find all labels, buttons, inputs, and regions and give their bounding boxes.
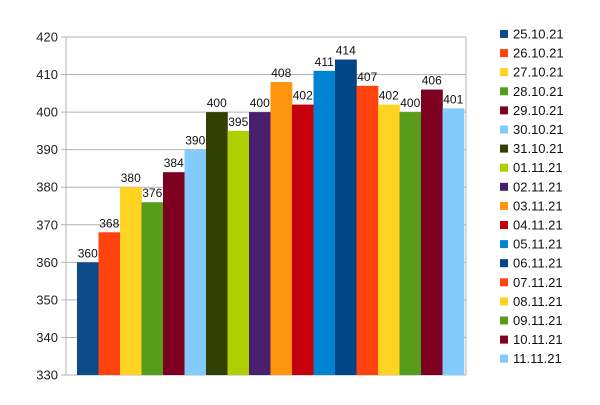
legend-label: 02.11.21 <box>513 179 563 194</box>
bars <box>77 59 465 376</box>
y-tick-label: 390 <box>36 142 58 157</box>
legend-swatch <box>500 125 508 134</box>
y-tick-label: 400 <box>36 105 58 120</box>
legend-swatch <box>500 68 508 77</box>
legend-swatch <box>500 259 508 268</box>
data-label: 376 <box>142 186 162 200</box>
legend-label: 11.11.21 <box>513 351 562 366</box>
legend-swatch <box>500 144 508 153</box>
data-label: 395 <box>228 115 248 129</box>
legend-label: 28.10.21 <box>513 84 564 99</box>
legend-label: 08.11.21 <box>513 294 563 309</box>
legend-label: 06.11.21 <box>513 256 563 271</box>
data-label: 408 <box>271 66 291 80</box>
legend-swatch <box>500 201 508 210</box>
legend-label: 30.10.21 <box>513 122 564 137</box>
legend-swatch <box>500 278 508 287</box>
y-tick-label: 330 <box>36 368 58 383</box>
data-label: 400 <box>207 96 227 110</box>
y-tick-label: 370 <box>36 217 58 232</box>
legend-label: 10.11.21 <box>513 332 563 347</box>
data-labels: 3603683803763843904003954004084024114144… <box>78 44 464 261</box>
legend-swatch <box>500 335 508 344</box>
bar <box>356 85 379 376</box>
y-tick-label: 410 <box>36 67 58 82</box>
data-label: 414 <box>336 44 356 58</box>
bar <box>399 112 422 375</box>
bar <box>141 202 164 375</box>
bar <box>227 130 250 375</box>
legend-swatch <box>500 163 508 172</box>
legend-label: 01.11.21 <box>513 160 563 175</box>
data-label: 402 <box>293 89 313 103</box>
y-tick-label: 350 <box>36 292 58 307</box>
legend-swatch <box>500 297 508 306</box>
legend-swatch <box>500 354 508 363</box>
bar <box>98 232 121 375</box>
data-label: 380 <box>121 171 141 185</box>
bar <box>163 172 185 375</box>
data-label: 401 <box>443 92 463 106</box>
data-label: 400 <box>250 96 270 110</box>
bar <box>335 59 357 376</box>
legend-label: 27.10.21 <box>513 65 564 80</box>
y-tick-label: 360 <box>36 255 58 270</box>
bar <box>184 149 207 375</box>
legend-label: 03.11.21 <box>513 198 563 213</box>
legend-swatch <box>500 49 508 58</box>
legend-label: 05.11.21 <box>513 237 563 252</box>
legend-swatch <box>500 106 508 115</box>
legend-label: 04.11.21 <box>513 218 563 233</box>
legend-swatch <box>500 182 508 191</box>
legend-label: 09.11.21 <box>513 313 563 328</box>
data-label: 390 <box>185 134 205 148</box>
legend-label: 26.10.21 <box>513 46 564 61</box>
legend-label: 25.10.21 <box>513 27 564 42</box>
bar <box>206 112 228 375</box>
legend-swatch <box>500 240 508 249</box>
legend-swatch <box>500 30 508 38</box>
bar <box>378 104 400 375</box>
legend-label: 07.11.21 <box>513 275 563 290</box>
data-label: 407 <box>357 70 377 84</box>
bar <box>442 108 465 375</box>
bar <box>421 89 443 376</box>
bar <box>270 82 293 376</box>
legend: 25.10.21 26.10.21 27.10.21 28.10.21 29.10.21… <box>500 27 564 366</box>
data-label: 368 <box>99 216 119 230</box>
data-label: 411 <box>315 55 334 69</box>
bar <box>77 262 99 375</box>
y-tick-label: 420 <box>36 30 58 45</box>
legend-swatch <box>500 221 508 229</box>
data-label: 400 <box>400 96 420 110</box>
data-label: 360 <box>78 246 98 260</box>
bar <box>120 187 142 375</box>
legend-swatch <box>500 87 508 96</box>
data-label: 384 <box>164 156 184 170</box>
bar <box>292 104 314 375</box>
bar <box>249 112 271 375</box>
y-tick-label: 380 <box>36 180 58 195</box>
data-label: 406 <box>422 74 442 88</box>
y-tick-label: 340 <box>36 330 58 345</box>
legend-label: 29.10.21 <box>513 103 564 118</box>
data-label: 402 <box>379 89 399 103</box>
legend-label: 31.10.21 <box>513 141 564 156</box>
bar <box>313 70 336 376</box>
legend-swatch <box>500 316 508 325</box>
